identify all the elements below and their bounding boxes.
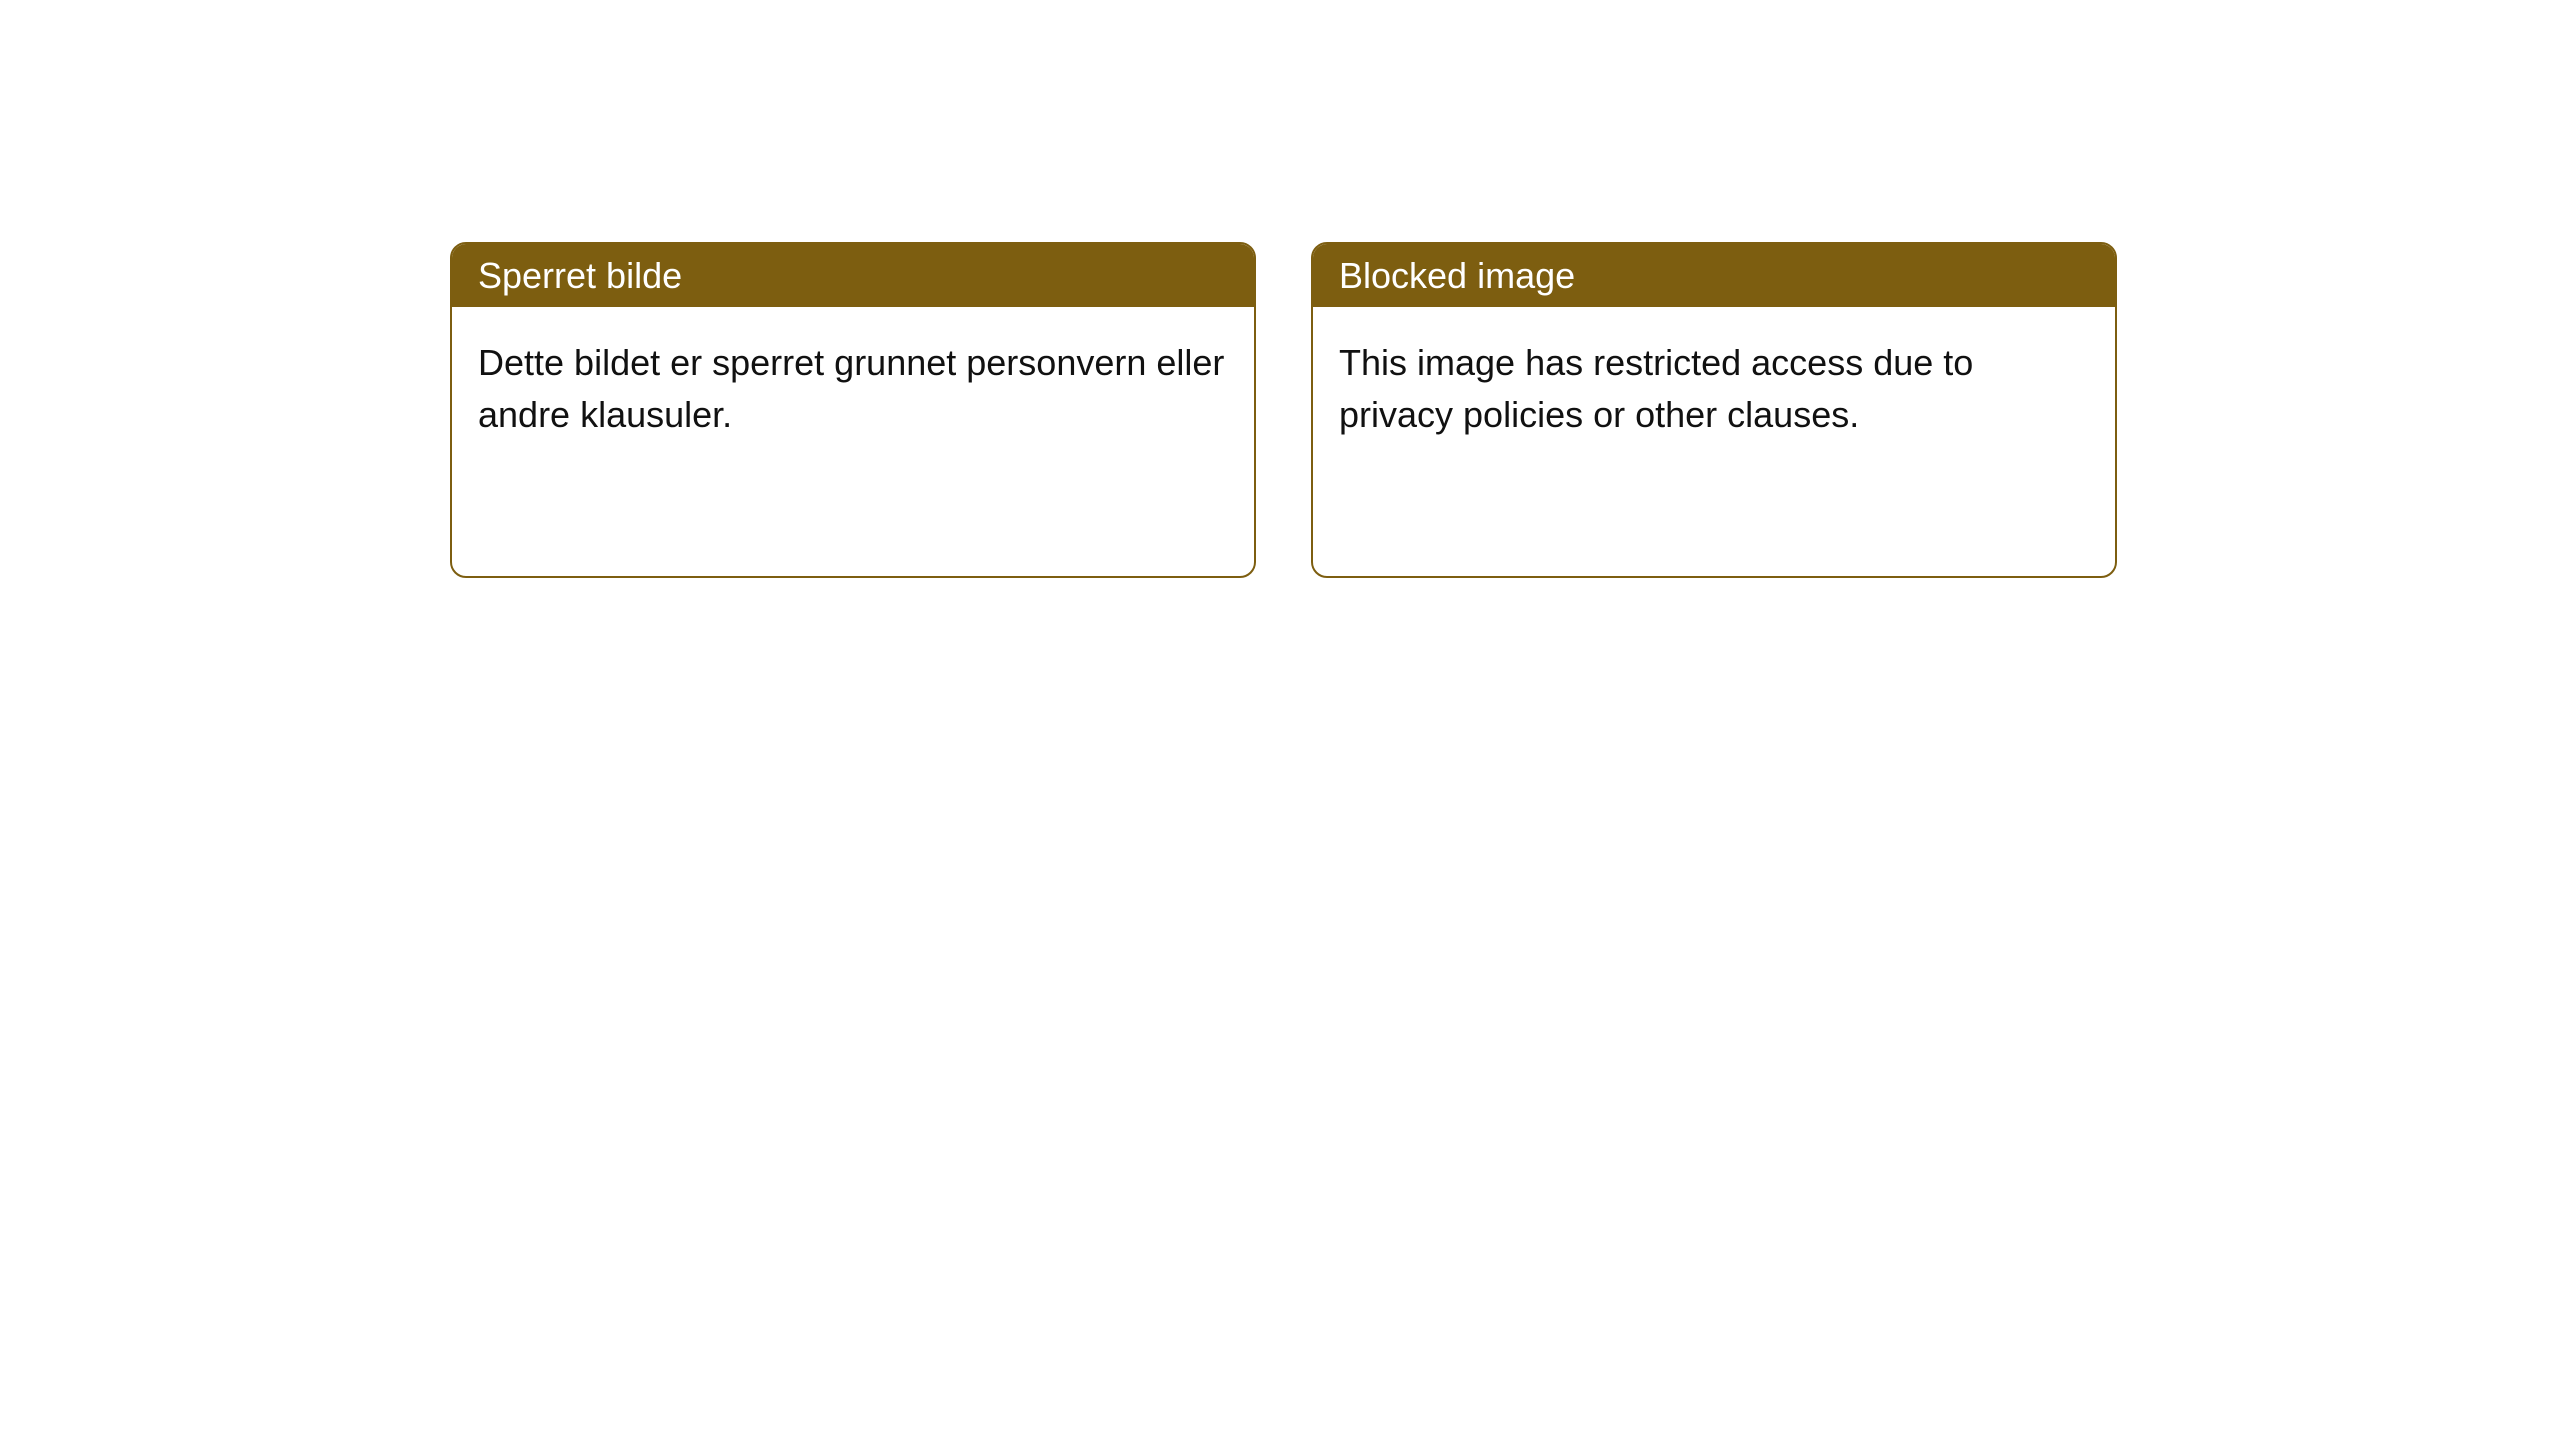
notice-header: Sperret bilde xyxy=(452,244,1254,307)
notice-body: This image has restricted access due to … xyxy=(1313,307,2115,471)
notice-body: Dette bildet er sperret grunnet personve… xyxy=(452,307,1254,471)
notice-header: Blocked image xyxy=(1313,244,2115,307)
notice-box-norwegian: Sperret bilde Dette bildet er sperret gr… xyxy=(450,242,1256,578)
notice-container: Sperret bilde Dette bildet er sperret gr… xyxy=(450,242,2117,578)
notice-box-english: Blocked image This image has restricted … xyxy=(1311,242,2117,578)
